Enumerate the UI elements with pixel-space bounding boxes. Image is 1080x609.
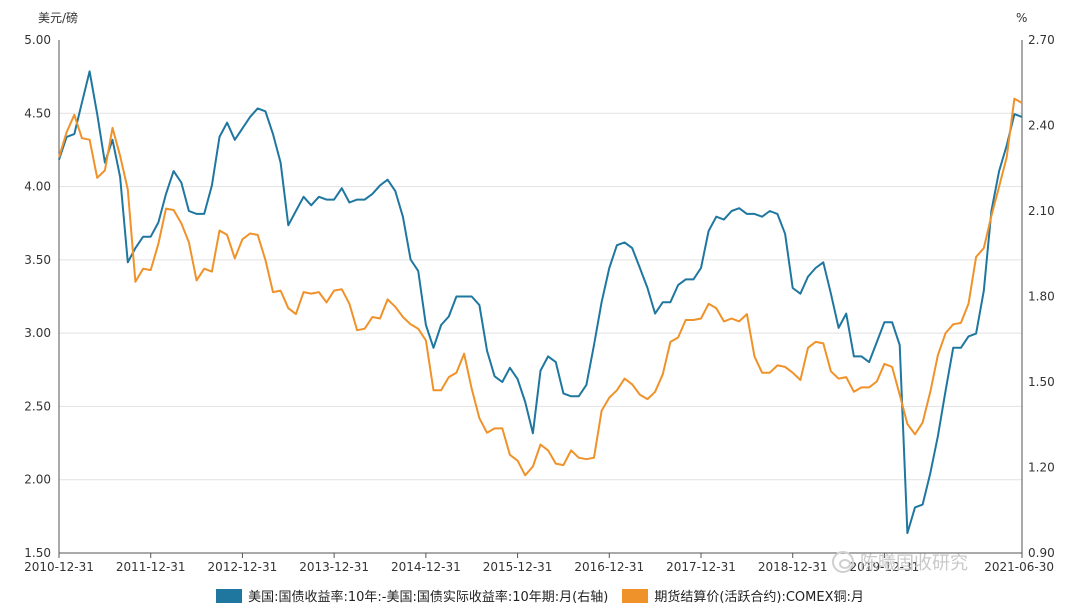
legend-label-yield-spread: 美国:国债收益率:10年:-美国:国债实际收益率:10年期:月(右轴) [248,590,609,605]
legend-swatch-copper [622,588,649,603]
left-tick-label: 3.00 [24,326,51,340]
right-axis: % 2.70 2.40 2.10 1.80 1.50 1.20 0.90 [1016,11,1055,560]
left-axis: 美元/磅 5.00 4.50 4.00 3.50 3.00 2.50 2.00 1.50 [24,10,78,560]
x-tick-label: 2015-12-31 [483,560,553,574]
right-tick-label: 2.40 [1028,119,1055,133]
right-axis-unit: % [1016,11,1027,25]
left-tick-label: 2.50 [24,399,51,413]
x-tick-label: 2013-12-31 [299,560,369,574]
series-line-copper [58,97,1023,477]
legend-label-copper: 期货结算价(活跃合约):COMEX铜:月 [654,590,864,605]
watermark: 陈曦固收研究 [832,548,1012,576]
left-axis-unit: 美元/磅 [38,10,78,25]
x-tick-label: 2011-12-31 [116,560,186,574]
x-tick-label: 2016-12-31 [574,560,644,574]
x-tick-label: 2019-12-31 [850,560,920,574]
x-tick-label: 2021-06-30 [984,560,1054,574]
grid-lines [59,112,1022,481]
series-group [58,70,1023,535]
x-tick-label: 2017-12-31 [666,560,736,574]
x-axis: 2010-12-31 2011-12-31 2012-12-31 2013-12-31… [24,552,1054,574]
left-tick-label: 5.00 [24,33,51,47]
left-tick-label: 4.50 [24,106,51,120]
legend-item-copper: 期货结算价(活跃合约):COMEX铜:月 [622,586,864,605]
wechat-icon [832,551,854,573]
left-tick-label: 3.50 [24,253,51,267]
right-tick-label: 1.50 [1028,375,1055,389]
left-tick-label: 4.00 [24,180,51,194]
x-tick-label: 2014-12-31 [391,560,461,574]
x-tick-label: 2010-12-31 [24,560,94,574]
watermark-text: 陈曦固收研究 [860,553,968,574]
right-tick-label: 2.10 [1028,204,1055,218]
left-tick-label: 1.50 [24,546,51,560]
series-line-yield-spread [58,70,1023,535]
x-tick-label: 2018-12-31 [758,560,828,574]
right-tick-label: 1.20 [1028,461,1055,475]
legend: 美国:国债收益率:10年:-美国:国债实际收益率:10年期:月(右轴) 期货结算… [0,586,1080,605]
legend-swatch-yield-spread [216,588,243,603]
right-tick-label: 2.70 [1028,33,1055,47]
right-tick-label: 0.90 [1028,546,1055,560]
left-tick-label: 2.00 [24,473,51,487]
x-tick-label: 2012-12-31 [208,560,278,574]
legend-item-yield-spread: 美国:国债收益率:10年:-美国:国债实际收益率:10年期:月(右轴) [216,586,608,605]
right-tick-label: 1.80 [1028,290,1055,304]
